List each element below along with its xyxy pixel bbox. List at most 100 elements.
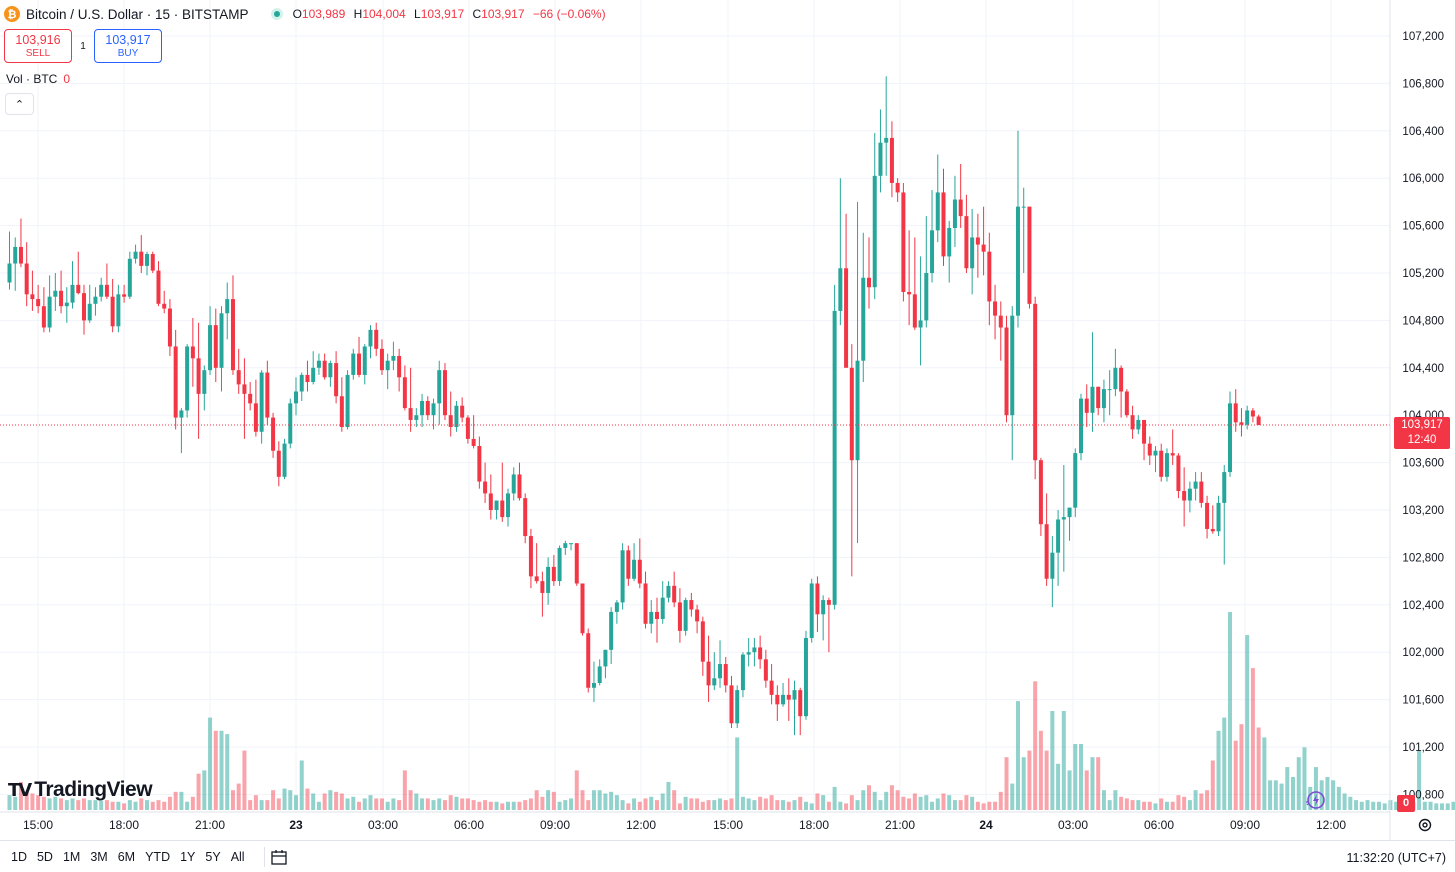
buy-button[interactable]: 103,917 BUY xyxy=(94,29,162,63)
candle-body xyxy=(213,325,218,368)
price-tick-label: 102,400 xyxy=(1402,600,1444,612)
candle-body xyxy=(706,661,711,686)
price-chart[interactable]: 107,200 106,800 106,400 106,000 105,600 105,2… xyxy=(0,0,1455,840)
candle-body xyxy=(844,268,849,368)
candle-body xyxy=(219,313,224,368)
volume-bar xyxy=(1348,796,1353,810)
candle-body xyxy=(150,254,155,271)
range-ytd[interactable]: YTD xyxy=(145,849,171,864)
candle-body xyxy=(884,137,889,143)
symbol-title[interactable]: Bitcoin / U.S. Dollar · 15 · BITSTAMP xyxy=(26,6,249,22)
range-6m[interactable]: 6M xyxy=(117,849,136,864)
volume-bar xyxy=(729,798,734,810)
range-3m[interactable]: 3M xyxy=(90,849,108,864)
spread-value: 1 xyxy=(80,40,86,52)
candle-body xyxy=(1245,410,1250,425)
candle-body xyxy=(196,358,201,394)
time-tick-label: 15:00 xyxy=(713,818,743,832)
volume-bar xyxy=(998,791,1003,810)
candle-body xyxy=(104,284,109,297)
volume-value: 0 xyxy=(63,72,71,86)
volume-bar xyxy=(322,793,327,810)
candle-body xyxy=(1067,507,1072,518)
range-5d[interactable]: 5D xyxy=(36,849,53,864)
candle-body xyxy=(1090,386,1095,413)
volume-bar xyxy=(912,793,917,810)
volume-bar xyxy=(1394,801,1399,810)
candle-body xyxy=(517,474,522,499)
volume-bar xyxy=(1193,790,1198,810)
volume-bar xyxy=(1376,801,1381,810)
candle-body xyxy=(907,291,912,295)
volume-bar xyxy=(918,796,923,810)
range-5y[interactable]: 5Y xyxy=(205,849,221,864)
price-tick-label: 103,600 xyxy=(1402,458,1444,470)
volume-bar xyxy=(1279,783,1284,810)
market-status-icon[interactable] xyxy=(270,8,283,20)
calendar-icon[interactable] xyxy=(263,846,294,867)
candle-body xyxy=(534,576,539,582)
bar-countdown: 12:40 xyxy=(1407,434,1437,446)
volume-bar xyxy=(316,801,321,810)
ohlc-close: 103,917 xyxy=(481,7,525,21)
sell-button[interactable]: 103,916 SELL xyxy=(4,29,72,63)
ohlc-high: 104,004 xyxy=(362,7,406,21)
volume-bar xyxy=(884,791,889,810)
candle-body xyxy=(1136,419,1141,430)
volume-bar xyxy=(494,801,499,810)
volume-bar xyxy=(1210,760,1215,810)
price-tick-label: 103,200 xyxy=(1402,505,1444,517)
candle-body xyxy=(397,355,402,378)
volume-legend[interactable]: Vol · BTC 0 xyxy=(6,72,70,86)
candle-body xyxy=(1021,206,1026,208)
volume-bar xyxy=(580,790,585,810)
volume-bar xyxy=(139,798,144,810)
volume-bar xyxy=(465,798,470,810)
candle-body xyxy=(775,694,780,705)
volume-bar xyxy=(970,796,975,810)
ohlc-change: −66 (−0.06%) xyxy=(532,7,606,21)
range-1y[interactable]: 1Y xyxy=(180,849,196,864)
settings-gear-icon[interactable] xyxy=(1415,815,1435,835)
candle-body xyxy=(454,405,459,428)
volume-bar xyxy=(1262,737,1267,810)
range-all[interactable]: All xyxy=(230,849,245,864)
symbol-legend[interactable]: ₿ Bitcoin / U.S. Dollar · 15 · BITSTAMP … xyxy=(4,4,611,24)
candle-body xyxy=(351,353,356,375)
volume-bar xyxy=(1434,803,1439,810)
volume-bar xyxy=(677,803,682,810)
lightning-icon[interactable] xyxy=(1304,788,1328,812)
volume-bar xyxy=(99,800,104,810)
volume-bar xyxy=(471,800,476,810)
candle-body xyxy=(379,348,384,371)
volume-bar xyxy=(414,793,419,810)
range-1m[interactable]: 1M xyxy=(62,849,81,864)
volume-bar xyxy=(1170,801,1175,810)
volume-bar xyxy=(878,800,883,810)
candle-body xyxy=(712,678,717,686)
clock-timezone[interactable]: 11:32:20 (UTC+7) xyxy=(1346,851,1446,865)
volume-bar xyxy=(1216,730,1221,810)
volume-bar xyxy=(660,793,665,810)
volume-bar xyxy=(855,800,860,810)
collapse-legend-button[interactable]: ⌃ xyxy=(5,93,34,115)
time-axis: 15:00 18:00 21:00 23 03:00 06:00 09:00 12:00 15:… xyxy=(23,818,1346,832)
range-1d[interactable]: 1D xyxy=(11,849,27,864)
candle-body xyxy=(855,360,860,461)
price-tick-label: 101,200 xyxy=(1402,742,1444,754)
tradingview-logo[interactable]: TV TradingView xyxy=(8,778,153,802)
volume-bar xyxy=(1354,800,1359,810)
volume-bar xyxy=(127,800,132,810)
volume-bar xyxy=(752,800,757,810)
volume-bar xyxy=(832,786,837,810)
candle-body xyxy=(1107,389,1112,391)
last-price-label: 103,917 xyxy=(1401,419,1443,431)
volume-bar xyxy=(1079,744,1084,810)
candle-body xyxy=(1130,415,1135,430)
price-tick-label: 106,400 xyxy=(1402,126,1444,138)
candle-body xyxy=(18,246,23,264)
candle-body xyxy=(99,284,104,297)
candle-body xyxy=(1170,453,1175,456)
volume-bar xyxy=(1176,795,1181,810)
trade-buttons: 103,916 SELL 1 103,917 BUY xyxy=(4,29,162,63)
